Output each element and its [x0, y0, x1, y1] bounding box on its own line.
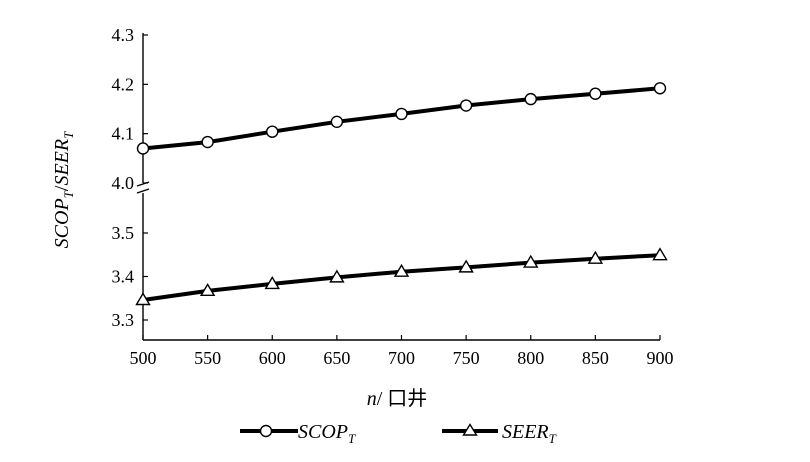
data-point-circle	[330, 115, 344, 129]
x-tick-label: 500	[130, 348, 157, 368]
data-point-circle	[136, 142, 150, 155]
y-tick-label: 3.4	[112, 267, 135, 287]
y-tick-label: 4.0	[112, 173, 135, 193]
x-axis-title-var: n	[367, 388, 377, 410]
data-point-triangle	[135, 292, 151, 306]
x-tick-label: 600	[259, 348, 286, 368]
series-scop	[136, 82, 667, 155]
x-axis-title: n/ 口井	[367, 387, 428, 410]
y-tick-label: 3.5	[112, 223, 135, 243]
y-tick-label: 4.1	[112, 124, 135, 144]
data-point-circle	[524, 92, 537, 106]
legend-label-seer: SEER	[502, 421, 549, 443]
y-axis-title: SCOPT/SEERT	[51, 131, 76, 248]
x-tick-label: 800	[517, 348, 544, 368]
data-point-circle	[459, 99, 473, 112]
axis-break-mark	[136, 181, 150, 194]
y-tick-label: 4.3	[112, 25, 135, 45]
data-point-circle	[266, 125, 279, 138]
y-tick-label: 3.3	[112, 310, 135, 330]
data-point-circle	[395, 107, 408, 121]
x-tick-label: 650	[323, 348, 350, 368]
y-axis: 4.0 4.1 4.2 4.3 3.3 3.4 3.5	[112, 25, 150, 340]
x-tick-label: 850	[582, 348, 609, 368]
series-layer	[135, 82, 668, 306]
svg-text:SCOPT: SCOPT	[298, 421, 356, 446]
legend-item-scop: SCOPT	[240, 421, 356, 446]
data-point-triangle	[329, 269, 345, 283]
data-point-triangle	[587, 250, 604, 264]
legend-item-seer: SEERT	[442, 421, 557, 446]
data-point-triangle	[199, 282, 216, 297]
data-point-triangle	[458, 259, 474, 273]
data-point-triangle	[652, 247, 668, 261]
data-point-circle	[589, 87, 602, 100]
x-tick-label: 550	[194, 348, 221, 368]
data-point-triangle	[393, 263, 410, 277]
series-seer	[135, 247, 668, 306]
x-axis: 500 550 600 650 700 750 800 850 900	[130, 335, 674, 368]
legend-triangle-marker	[462, 423, 478, 436]
y-tick-label: 4.2	[112, 74, 135, 94]
data-point-triangle	[264, 276, 280, 290]
legend-circle-marker	[259, 424, 273, 438]
y-axis-ticks: 4.0 4.1 4.2 4.3 3.3 3.4 3.5	[112, 25, 148, 330]
legend-label-scop: SCOP	[298, 421, 348, 443]
x-tick-label: 750	[453, 348, 480, 368]
data-point-triangle	[523, 254, 539, 268]
legend: SCOPT SEERT	[240, 421, 557, 446]
data-point-circle	[201, 135, 214, 149]
series-line	[142, 253, 661, 302]
legend-label-seer-sub: T	[549, 431, 557, 446]
legend-label-scop-sub: T	[348, 431, 356, 446]
x-axis-ticks: 500 550 600 650 700 750 800 850 900	[130, 335, 674, 368]
svg-text:SEERT: SEERT	[502, 421, 557, 446]
x-axis-title-unit: 口井	[387, 387, 427, 410]
x-tick-label: 900	[647, 348, 674, 368]
data-point-circle	[653, 82, 667, 95]
x-tick-label: 700	[388, 348, 415, 368]
